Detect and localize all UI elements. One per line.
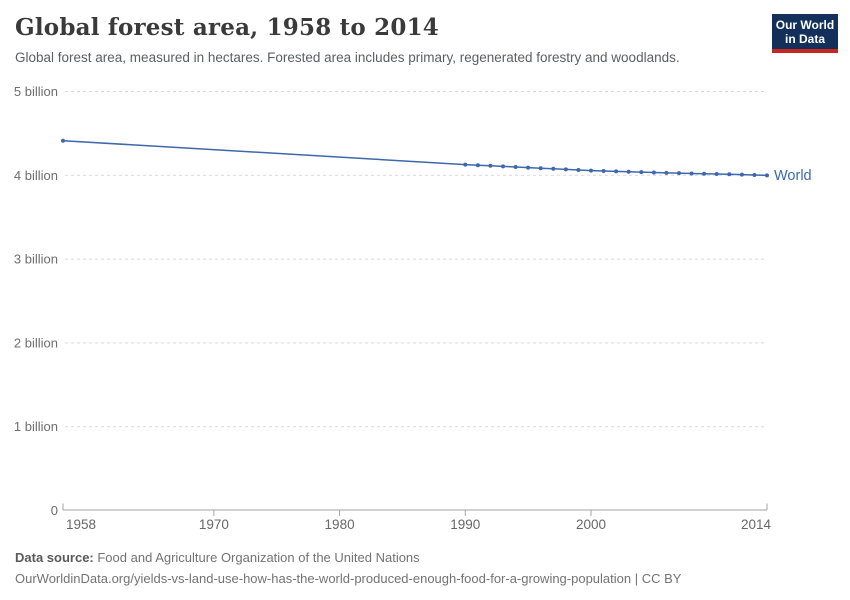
data-point[interactable] <box>614 169 619 174</box>
x-axis-tick-label: 1990 <box>450 517 480 532</box>
data-source-line: Data source: Food and Agriculture Organi… <box>15 547 681 568</box>
data-point[interactable] <box>626 169 631 174</box>
data-point[interactable] <box>651 170 656 175</box>
data-point[interactable] <box>551 166 556 171</box>
y-axis-tick-label: 2 billion <box>14 335 58 350</box>
data-point[interactable] <box>677 171 681 176</box>
data-point[interactable] <box>526 165 531 170</box>
data-point[interactable] <box>752 173 757 177</box>
data-point[interactable] <box>601 169 606 173</box>
data-point[interactable] <box>61 138 65 143</box>
y-axis-tick-label: 1 billion <box>14 419 58 434</box>
data-point[interactable] <box>576 168 581 172</box>
data-point[interactable] <box>463 162 468 167</box>
data-point[interactable] <box>727 172 732 177</box>
data-point[interactable] <box>589 168 593 173</box>
data-source-text: Food and Agriculture Organization of the… <box>93 550 420 565</box>
data-point[interactable] <box>563 167 568 172</box>
data-point[interactable] <box>538 166 543 171</box>
y-axis-tick-label: 0 <box>51 503 58 518</box>
x-axis-tick-label: 2014 <box>741 517 772 532</box>
data-point[interactable] <box>639 170 644 175</box>
owid-logo-line2: in Data <box>784 32 825 46</box>
y-axis-tick-label: 5 billion <box>14 84 58 99</box>
data-point[interactable] <box>689 171 694 176</box>
x-axis-tick-label: 1958 <box>66 517 96 532</box>
y-axis-tick-label: 4 billion <box>14 168 58 183</box>
page-title: Global forest area, 1958 to 2014 <box>15 14 439 41</box>
owid-logo-line1: Our World <box>775 18 835 32</box>
chart-subtitle: Global forest area, measured in hectares… <box>15 50 680 65</box>
chart-footer: Data source: Food and Agriculture Organi… <box>15 547 681 589</box>
data-point[interactable] <box>739 172 744 177</box>
x-axis-tick-label: 2000 <box>576 517 606 532</box>
citation-line: OurWorldinData.org/yields-vs-land-use-ho… <box>15 571 682 586</box>
world-line[interactable] <box>62 139 768 177</box>
data-source-label: Data source: <box>15 550 94 565</box>
data-point[interactable] <box>702 171 707 176</box>
data-point[interactable] <box>765 173 769 178</box>
y-axis-tick-label: 3 billion <box>14 252 58 267</box>
data-point[interactable] <box>501 164 505 169</box>
data-point[interactable] <box>488 163 493 168</box>
x-axis-tick-label: 1980 <box>325 517 355 532</box>
data-point[interactable] <box>513 165 518 169</box>
series-label-world[interactable]: World <box>774 168 812 184</box>
data-point[interactable] <box>714 172 719 176</box>
owid-logo[interactable]: Our World in Data <box>772 14 838 53</box>
data-point[interactable] <box>664 170 669 175</box>
data-point[interactable] <box>475 163 480 168</box>
x-axis-tick-label: 1970 <box>199 517 229 532</box>
